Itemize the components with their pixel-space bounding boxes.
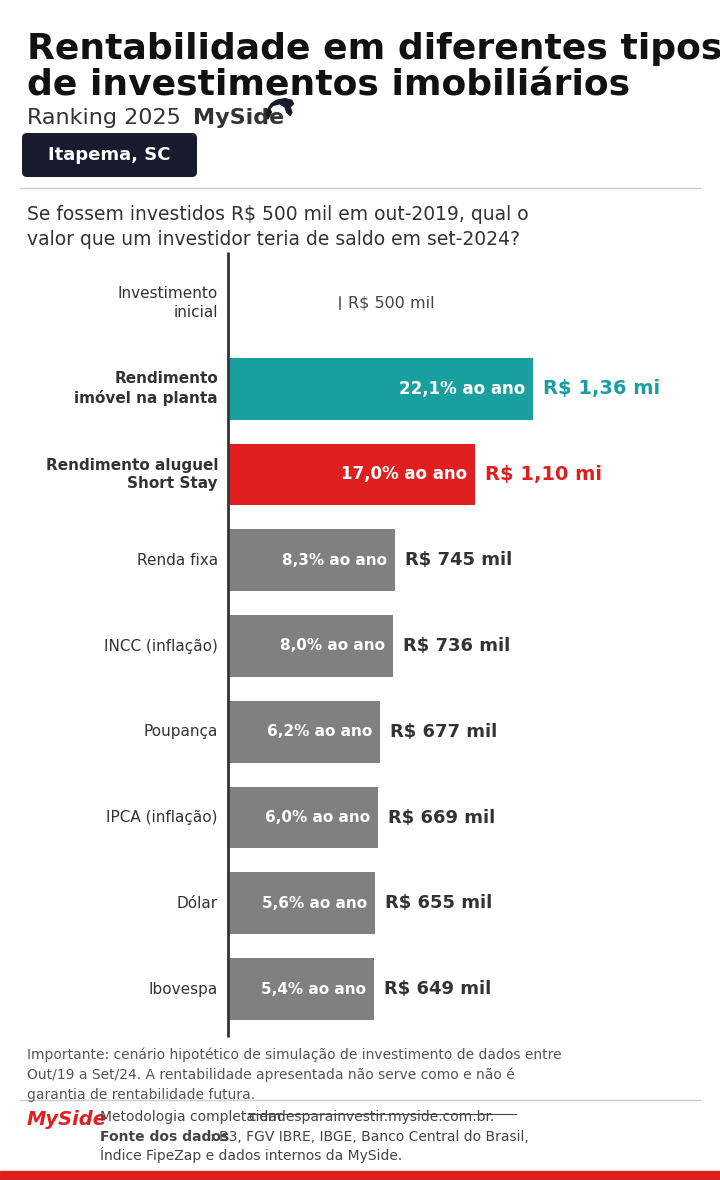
Text: 8,0% ao ano: 8,0% ao ano [280,638,385,654]
Text: Ranking 2025: Ranking 2025 [27,109,188,127]
Text: 5,4% ao ano: 5,4% ao ano [261,982,366,997]
Text: : B3, FGV IBRE, IBGE, Banco Central do Brasil,: : B3, FGV IBRE, IBGE, Banco Central do B… [210,1130,528,1143]
Text: INCC (inflação): INCC (inflação) [104,638,218,654]
Bar [228,530,395,591]
Text: Rendimento aluguel
Short Stay: Rendimento aluguel Short Stay [45,458,218,491]
Text: R$ 649 mil: R$ 649 mil [384,981,491,998]
Text: Importante: cenário hipotético de simulação de investimento de dados entre
Out/1: Importante: cenário hipotético de simula… [27,1047,562,1102]
Text: Rendimento
imóvel na planta: Rendimento imóvel na planta [74,372,218,406]
Text: Renda fixa: Renda fixa [137,552,218,568]
Text: MySide: MySide [27,1110,107,1129]
FancyBboxPatch shape [22,133,197,177]
Text: R$ 500 mil: R$ 500 mil [348,295,435,310]
Text: R$ 736 mil: R$ 736 mil [403,637,510,655]
Text: Itapema, SC: Itapema, SC [48,146,171,164]
Text: R$ 677 mil: R$ 677 mil [390,723,497,741]
Text: Índice FipeZap e dados internos da MySide.: Índice FipeZap e dados internos da MySid… [100,1147,402,1163]
Text: R$ 669 mil: R$ 669 mil [388,808,495,826]
Text: R$ 655 mil: R$ 655 mil [385,894,492,912]
Text: 6,0% ao ano: 6,0% ao ano [265,809,370,825]
Bar [0,1171,720,1180]
Text: Investimento
inicial: Investimento inicial [118,286,218,320]
Text: cidadesparainvestir.myside.com.br.: cidadesparainvestir.myside.com.br. [248,1110,495,1125]
Text: Rentabilidade em diferentes tipos: Rentabilidade em diferentes tipos [27,32,720,66]
Bar [228,701,380,762]
Text: valor que um investidor teria de saldo em set-2024?: valor que um investidor teria de saldo e… [27,230,520,249]
Bar [228,958,374,1020]
Text: 5,6% ao ano: 5,6% ao ano [262,896,367,911]
Text: 22,1% ao ano: 22,1% ao ano [399,380,525,398]
Text: Ibovespa: Ibovespa [149,982,218,997]
Text: 6,2% ao ano: 6,2% ao ano [266,725,372,740]
Text: Dólar: Dólar [177,896,218,911]
Text: R$ 1,36 mi: R$ 1,36 mi [543,379,660,398]
Text: Se fossem investidos R$ 500 mil em out-2019, qual o: Se fossem investidos R$ 500 mil em out-2… [27,205,528,224]
Text: Metodologia completa em: Metodologia completa em [100,1110,286,1125]
Text: de investimentos imobiliários: de investimentos imobiliários [27,68,630,101]
Text: 8,3% ao ano: 8,3% ao ano [282,552,387,568]
Bar [228,615,393,677]
Text: 17,0% ao ano: 17,0% ao ano [341,465,467,484]
Text: R$ 1,10 mi: R$ 1,10 mi [485,465,602,484]
Polygon shape [266,99,294,119]
Bar [228,872,375,935]
Text: Poupança: Poupança [143,725,218,740]
Bar [228,787,378,848]
Text: Fonte dos dados: Fonte dos dados [100,1130,229,1143]
Bar [228,444,474,505]
Text: MySide: MySide [193,109,284,127]
Text: IPCA (inflação): IPCA (inflação) [107,809,218,825]
Bar [228,358,533,420]
Text: R$ 745 mil: R$ 745 mil [405,551,513,569]
